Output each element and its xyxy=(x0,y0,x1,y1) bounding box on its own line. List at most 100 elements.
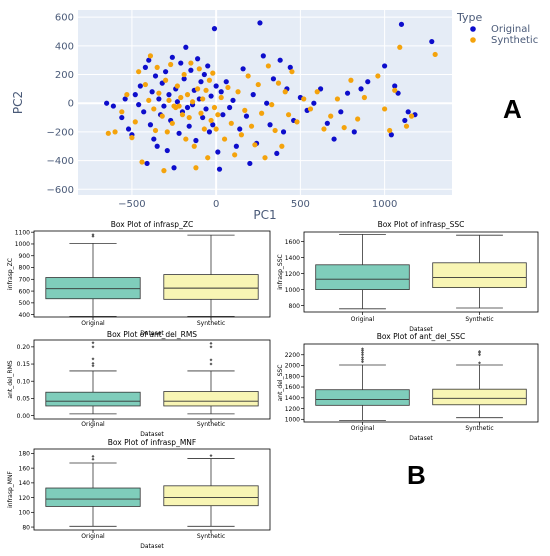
series-original xyxy=(104,20,435,172)
scatter-point xyxy=(142,64,148,70)
scatter-point xyxy=(181,76,187,82)
chart-title: Box Plot of infrasp_ZC xyxy=(111,220,193,229)
scatter-point xyxy=(195,86,201,92)
y-tick-label: 160 xyxy=(19,465,31,472)
y-axis-label: ant_del_SSC xyxy=(277,365,284,402)
outlier-point xyxy=(91,345,95,349)
scatter-point xyxy=(169,54,175,60)
scatter-point xyxy=(176,103,182,109)
box-chart-ant_del_SSC: Box Plot of ant_del_SSC 1000 1200 1400 1600 1… xyxy=(277,332,539,442)
legend-marker xyxy=(470,26,476,32)
box-synthetic xyxy=(432,234,527,309)
x-axis-label: Dataset xyxy=(409,326,433,333)
scatter-point xyxy=(188,67,194,73)
y-tick-label: 80 xyxy=(22,524,30,531)
x-tick-label: Synthetic xyxy=(465,425,493,432)
scatter-point xyxy=(161,103,167,109)
scatter-point xyxy=(201,126,207,132)
x-tick-label: Synthetic xyxy=(465,316,493,323)
scatter-point xyxy=(348,77,354,83)
iqr-box xyxy=(315,264,410,290)
scatter-point xyxy=(206,77,213,83)
scatter-point xyxy=(301,96,307,102)
scatter-point xyxy=(228,120,234,126)
outlier-point xyxy=(91,454,95,458)
x-tick-label: −500 xyxy=(118,199,145,210)
scatter-point xyxy=(252,142,258,148)
scatter-point xyxy=(163,69,169,75)
y-tick-label: −600 xyxy=(47,185,74,196)
box-chart-infrasp_SSC: Box Plot of infrasp_SSC 800 1000 1200 1400 16… xyxy=(277,220,539,333)
scatter-point xyxy=(201,71,207,78)
y-tick-label: 800 xyxy=(289,303,301,310)
scatter-point xyxy=(161,168,167,174)
plot-frame xyxy=(33,339,271,420)
box-original xyxy=(315,347,410,421)
scatter-point xyxy=(289,69,295,75)
x-tick-label: Synthetic xyxy=(197,533,225,540)
y-tick-label: 180 xyxy=(19,451,31,458)
scatter-point xyxy=(152,73,159,79)
scatter-point xyxy=(146,97,152,103)
y-tick-label: 100 xyxy=(19,510,31,517)
scatter-point xyxy=(149,89,155,95)
scatter-point xyxy=(432,51,438,58)
scatter-point xyxy=(279,143,285,149)
scatter-point xyxy=(382,63,388,69)
scatter-point xyxy=(375,73,381,79)
scatter-point xyxy=(136,102,142,108)
scatter-point xyxy=(176,130,182,136)
scatter-point xyxy=(154,64,160,70)
x-tick-label: Original xyxy=(81,533,105,540)
outlier-point xyxy=(361,360,364,364)
chart-title: Box Plot of infrasp_MNF xyxy=(108,438,196,447)
scatter-point xyxy=(169,120,175,126)
outlier-point xyxy=(209,362,213,366)
scatter-point xyxy=(147,53,154,59)
scatter-point xyxy=(122,96,128,102)
outlier-point xyxy=(478,350,481,354)
scatter-point xyxy=(351,129,357,135)
scatter-point xyxy=(213,83,219,89)
scatter-point xyxy=(139,159,145,165)
scatter-point xyxy=(183,44,189,50)
scatter-point xyxy=(429,38,435,45)
y-tick-label: 1000 xyxy=(15,241,30,248)
scatter-point xyxy=(321,126,327,132)
scatter-point xyxy=(198,110,204,116)
scatter-point xyxy=(365,79,371,85)
x-tick-label: Original xyxy=(81,421,105,428)
scatter-point xyxy=(232,152,238,158)
plot-frame xyxy=(303,343,539,423)
scatter-point xyxy=(125,126,132,132)
chart-title: Box Plot of ant_del_RMS xyxy=(107,330,197,339)
scatter-point xyxy=(215,149,221,155)
box-original xyxy=(45,233,141,317)
chart-title: Box Plot of ant_del_SSC xyxy=(377,332,465,341)
y-tick-label: 400 xyxy=(55,41,74,52)
scatter-point xyxy=(248,123,255,129)
scatter-point xyxy=(225,84,231,91)
outlier-point xyxy=(91,457,95,461)
y-tick-label: 140 xyxy=(19,480,31,487)
y-tick-label: 500 xyxy=(19,300,31,307)
scatter-point xyxy=(233,143,239,149)
scatter-point xyxy=(174,83,180,89)
scatter-point xyxy=(358,86,364,92)
scatter-point xyxy=(213,126,219,132)
plot-frame xyxy=(33,230,271,318)
scatter-point xyxy=(168,61,174,68)
scatter-point xyxy=(272,127,278,134)
scatter-point xyxy=(171,165,177,171)
scatter-point xyxy=(314,89,320,95)
y-tick-label: 1600 xyxy=(285,239,300,246)
y-axis-label: PC2 xyxy=(11,91,25,114)
scatter-point xyxy=(200,96,206,102)
scatter-point xyxy=(174,99,180,105)
scatter-point xyxy=(147,122,154,128)
scatter-point xyxy=(285,112,292,118)
scatter-point xyxy=(184,104,191,111)
scatter-point xyxy=(294,119,300,125)
y-axis-label: infrasp_SSC xyxy=(277,254,284,289)
